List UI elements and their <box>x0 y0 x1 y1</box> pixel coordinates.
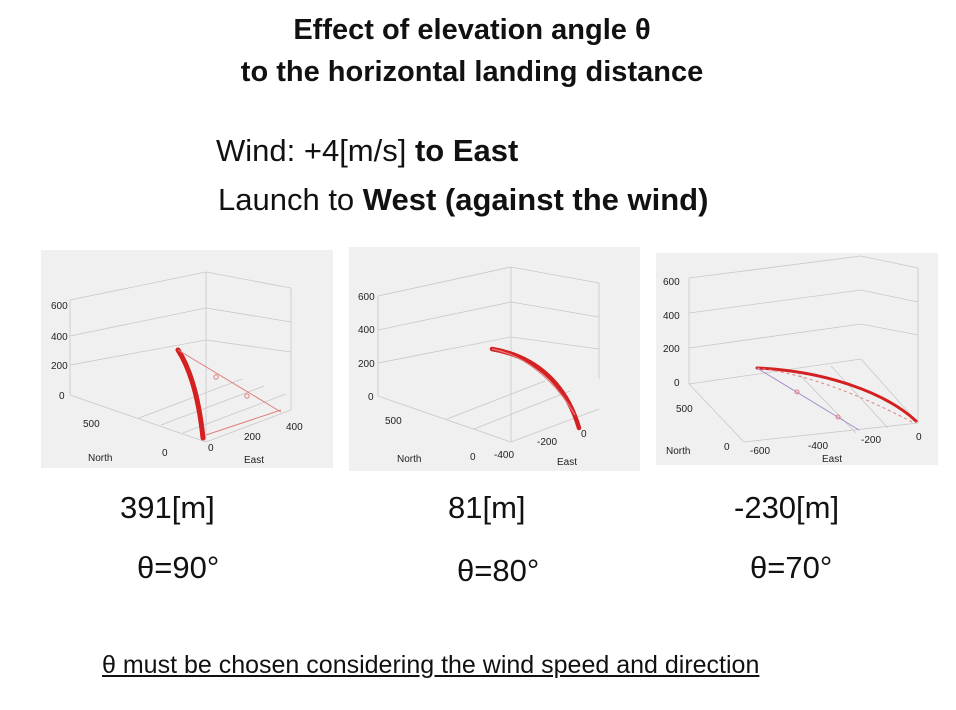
east-tick-label: -400 <box>494 450 514 461</box>
z-tick-label: 200 <box>663 344 680 355</box>
z-tick-label: 200 <box>51 361 68 372</box>
east-tick-label: 400 <box>286 422 303 433</box>
north-tick-label: 500 <box>83 419 100 430</box>
east-tick-label: 0 <box>916 432 922 443</box>
title-line-1: Effect of elevation angle θ <box>293 14 651 46</box>
z-tick-label: 600 <box>663 277 680 288</box>
z-tick-label: 600 <box>358 292 375 303</box>
elevation-angle-70: θ=70° <box>750 550 833 585</box>
plot-panel-theta-80: 600 400 200 0 500 0 -400 -200 0 North Ea… <box>349 247 640 471</box>
east-axis-label: East <box>822 454 842 465</box>
north-axis-label: North <box>88 453 112 464</box>
north-tick-label: 0 <box>724 442 730 453</box>
east-tick-label: 0 <box>581 429 587 440</box>
east-tick-label: 0 <box>208 443 214 454</box>
wind-condition: Wind: +4[m/s] to East <box>216 133 518 169</box>
east-tick-label: -200 <box>537 437 557 448</box>
east-axis-label: East <box>244 455 264 466</box>
east-tick-label: -400 <box>808 441 828 452</box>
north-tick-label: 0 <box>470 452 476 463</box>
z-tick-label: 600 <box>51 301 68 312</box>
landing-distance-80: 81[m] <box>448 490 526 525</box>
trajectory-plot-3: 600 400 200 0 500 0 -600 -400 -200 0 Nor… <box>663 255 922 465</box>
north-tick-label: 500 <box>676 404 693 415</box>
landing-distance-90: 391[m] <box>120 490 215 525</box>
east-tick-label: 200 <box>244 432 261 443</box>
z-tick-label: 400 <box>663 311 680 322</box>
trajectory-plot-2: 600 400 200 0 500 0 -400 -200 0 North Ea… <box>358 266 600 468</box>
z-tick-label: 400 <box>358 325 375 336</box>
plot-panel-theta-70: 600 400 200 0 500 0 -600 -400 -200 0 Nor… <box>656 253 938 465</box>
north-axis-label: North <box>397 454 421 465</box>
wind-direction: to East <box>414 133 519 168</box>
trajectory-plot-1: 600 400 200 0 500 0 0 200 400 North East <box>51 271 303 466</box>
z-tick-label: 400 <box>51 332 68 343</box>
elevation-angle-80: θ=80° <box>457 553 540 588</box>
z-tick-label: 0 <box>368 392 374 403</box>
plot-panel-theta-90: 600 400 200 0 500 0 0 200 400 North East <box>41 250 333 468</box>
launch-condition: Launch to West (against the wind) <box>218 182 708 218</box>
z-tick-label: 0 <box>59 391 65 402</box>
east-tick-label: -200 <box>861 435 881 446</box>
launch-direction: West (against the wind) <box>362 182 709 217</box>
launch-prefix: Launch to <box>218 182 363 217</box>
north-tick-label: 0 <box>162 448 168 459</box>
north-tick-label: 500 <box>385 416 402 427</box>
conclusion-note: θ must be chosen considering the wind sp… <box>102 651 760 679</box>
east-tick-label: -600 <box>750 446 770 457</box>
z-tick-label: 200 <box>358 359 375 370</box>
wind-prefix: Wind: +4[m/s] <box>216 133 415 168</box>
landing-distance-70: -230[m] <box>734 490 840 525</box>
east-axis-label: East <box>557 457 577 468</box>
z-tick-label: 0 <box>674 378 680 389</box>
title-line-2: to the horizontal landing distance <box>240 56 704 88</box>
north-axis-label: North <box>666 446 690 457</box>
elevation-angle-90: θ=90° <box>137 550 220 585</box>
